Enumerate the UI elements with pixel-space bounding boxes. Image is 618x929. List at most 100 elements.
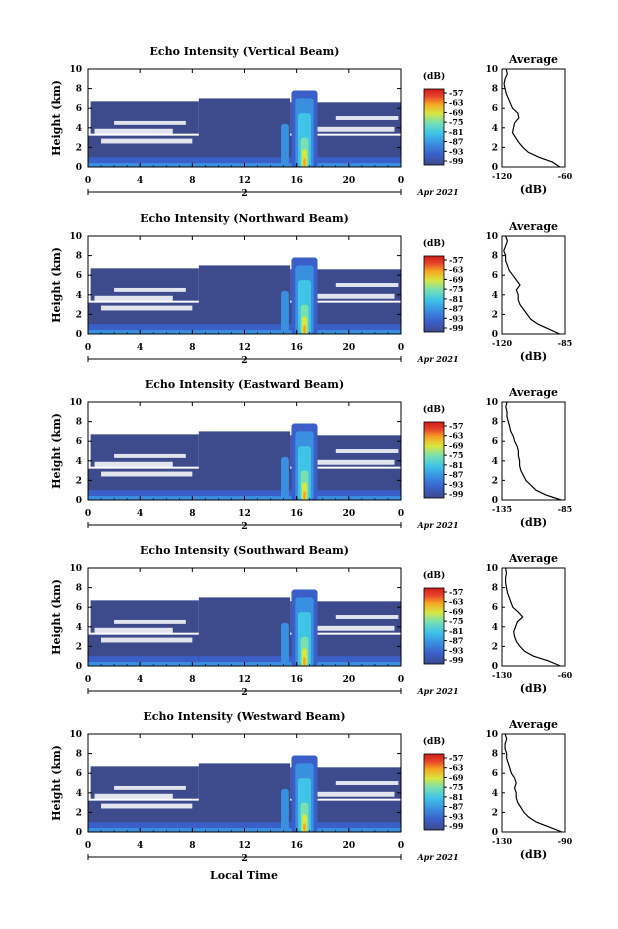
boundary-layer bbox=[88, 324, 401, 334]
colorbar-tick-label: -99 bbox=[449, 489, 464, 499]
x-tick-label: 4 bbox=[137, 176, 143, 186]
panel-2: Echo Intensity (Northward Beam)0 4 8 12 16 20… bbox=[50, 212, 572, 366]
average-y-tick-label: 8 bbox=[492, 85, 498, 95]
echo-gap bbox=[114, 453, 186, 458]
y-axis-label: Height (km) bbox=[50, 745, 63, 821]
average-title: Average bbox=[508, 386, 558, 399]
y-tick-label: 2 bbox=[76, 143, 82, 153]
x-tick-label: 12 bbox=[238, 841, 251, 851]
average-title: Average bbox=[508, 53, 558, 66]
colorbar-tick-label: -69 bbox=[449, 606, 464, 616]
echo-gap bbox=[94, 793, 173, 800]
boundary-layer bbox=[88, 490, 401, 500]
echo-gap bbox=[309, 293, 395, 299]
colorbar-tick-label: -87 bbox=[449, 137, 463, 147]
date-marker: 2 bbox=[241, 522, 247, 532]
colorbar-tick-label: -57 bbox=[449, 421, 463, 431]
average-y-tick-label: 2 bbox=[492, 808, 498, 818]
colorbar-tick-label: -63 bbox=[449, 98, 464, 108]
echo-gap bbox=[101, 803, 193, 809]
panel-title: Echo Intensity (Southward Beam) bbox=[140, 544, 349, 557]
x-axis-label: Local Time bbox=[210, 869, 278, 882]
colorbar bbox=[423, 255, 445, 333]
panel-title: Echo Intensity (Northward Beam) bbox=[140, 212, 349, 225]
y-axis-label: Height (km) bbox=[50, 413, 63, 489]
average-x-tick-label: -120 bbox=[492, 171, 512, 181]
colorbar-tick-label: -81 bbox=[449, 792, 463, 802]
y-tick-label: 2 bbox=[76, 808, 82, 818]
y-tick-label: 10 bbox=[69, 65, 82, 75]
y-tick-label: 8 bbox=[76, 584, 82, 594]
x-tick-label: 20 bbox=[343, 509, 356, 519]
echo-gap bbox=[309, 625, 395, 631]
x-tick-label: 20 bbox=[343, 841, 356, 851]
average-y-tick-label: 8 bbox=[492, 252, 498, 262]
average-y-tick-label: 8 bbox=[492, 584, 498, 594]
y-tick-label: 2 bbox=[76, 642, 82, 652]
average-y-tick-label: 6 bbox=[492, 603, 498, 613]
average-y-tick-label: 10 bbox=[485, 232, 498, 242]
echo-layer-mid-left bbox=[90, 101, 199, 134]
y-tick-label: 4 bbox=[76, 623, 82, 633]
colorbar-unit: (dB) bbox=[423, 238, 445, 249]
average-x-label: (dB) bbox=[520, 350, 547, 363]
x-tick-label: 4 bbox=[137, 509, 143, 519]
colorbar-tick-label: -99 bbox=[449, 821, 464, 831]
average-profile-line bbox=[503, 235, 560, 335]
y-tick-label: 6 bbox=[76, 271, 82, 281]
average-y-tick-label: 10 bbox=[485, 730, 498, 740]
average-x-tick-label: -85 bbox=[558, 338, 572, 348]
x-tick-label: 0 bbox=[85, 343, 91, 353]
colorbar-tick-label: -99 bbox=[449, 655, 464, 665]
convective-echo bbox=[303, 491, 306, 500]
echo-gap bbox=[94, 128, 173, 135]
panel-4: Echo Intensity (Southward Beam)0 4 8 12 16 20… bbox=[50, 544, 573, 698]
panel-1: Echo Intensity (Vertical Beam)0 4 8 12 16 20 0… bbox=[50, 45, 573, 199]
boundary-layer bbox=[88, 822, 401, 832]
x-tick-label: 12 bbox=[238, 509, 251, 519]
average-profile-line bbox=[503, 68, 561, 168]
average-frame bbox=[501, 733, 566, 833]
echo-gap bbox=[335, 116, 399, 120]
average-x-label: (dB) bbox=[520, 516, 547, 529]
y-tick-label: 6 bbox=[76, 104, 82, 114]
date-label: Apr 2021 bbox=[416, 520, 458, 530]
colorbar-tick-label: -63 bbox=[449, 265, 464, 275]
x-tick-label: 16 bbox=[290, 176, 303, 186]
average-y-tick-label: 10 bbox=[485, 564, 498, 574]
y-tick-label: 0 bbox=[76, 163, 82, 173]
echo-gap bbox=[335, 615, 399, 619]
average-x-label: (dB) bbox=[520, 682, 547, 695]
average-x-tick-label: -60 bbox=[558, 670, 573, 680]
echo-gap bbox=[309, 791, 395, 797]
echo-layer-mid-center bbox=[198, 763, 291, 803]
y-axis-label: Height (km) bbox=[50, 80, 63, 156]
x-tick-label: 0 bbox=[85, 675, 91, 685]
average-profile-line bbox=[505, 567, 561, 667]
average-y-tick-label: 4 bbox=[492, 124, 498, 134]
echo-layer-mid-left bbox=[90, 600, 199, 633]
x-tick-label: 8 bbox=[189, 509, 195, 519]
convective-echo bbox=[303, 823, 306, 832]
average-y-tick-label: 6 bbox=[492, 769, 498, 779]
colorbar-tick-label: -81 bbox=[449, 626, 463, 636]
average-title: Average bbox=[508, 220, 558, 233]
echo-gap bbox=[94, 627, 173, 634]
x-tick-label: 20 bbox=[343, 675, 356, 685]
echo-gap bbox=[94, 295, 173, 302]
y-tick-label: 4 bbox=[76, 789, 82, 799]
average-y-tick-label: 0 bbox=[492, 163, 498, 173]
y-tick-label: 8 bbox=[76, 418, 82, 428]
colorbar-tick-label: -81 bbox=[449, 127, 463, 137]
colorbar bbox=[423, 421, 445, 499]
colorbar-tick-label: -99 bbox=[449, 323, 464, 333]
echo-gap bbox=[114, 287, 186, 292]
x-tick-label: 16 bbox=[290, 343, 303, 353]
average-x-tick-label: -130 bbox=[492, 670, 512, 680]
echo-layer-mid-center bbox=[198, 431, 291, 471]
colorbar-tick-label: -63 bbox=[449, 763, 464, 773]
colorbar-tick-label: -93 bbox=[449, 645, 464, 655]
echo-gap bbox=[114, 785, 186, 790]
x-tick-label: 0 bbox=[398, 841, 404, 851]
